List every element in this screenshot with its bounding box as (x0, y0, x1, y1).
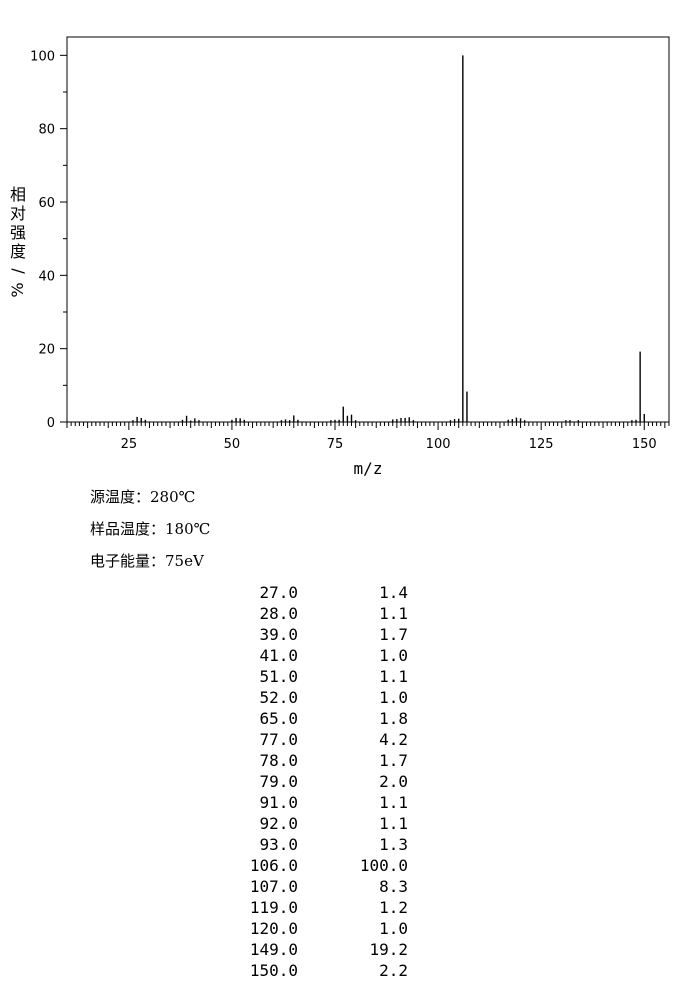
peak-mz: 39.0 (259, 625, 298, 644)
peak-mz: 28.0 (259, 604, 298, 623)
x-tick-label: 25 (121, 437, 138, 452)
y-label-char: % (8, 282, 27, 297)
y-tick-label: 100 (30, 49, 55, 64)
peak-intensity: 1.2 (379, 898, 408, 917)
peak-mz: 106.0 (249, 856, 298, 875)
peak-intensity: 1.7 (379, 625, 408, 644)
peak-mz: 65.0 (259, 709, 298, 728)
peak-row: 120.0 1.0 (230, 918, 408, 939)
peak-intensity: 1.0 (379, 646, 408, 665)
peak-row: 39.0 1.7 (230, 624, 408, 645)
peak-row: 119.0 1.2 (230, 897, 408, 918)
x-tick-label: 125 (529, 437, 554, 452)
peak-mz: 119.0 (249, 898, 298, 917)
x-tick-label: 75 (327, 437, 344, 452)
peak-bars (132, 55, 645, 422)
source-temperature: 源温度：280℃ (90, 488, 196, 506)
y-axis-ticks: 0 20 40 60 80 100 (30, 49, 67, 431)
peak-intensity: 1.1 (379, 814, 408, 833)
y-tick-label: 60 (38, 196, 55, 211)
y-tick-label: 0 (47, 416, 55, 431)
measurement-conditions: 源温度：280℃ 样品温度：180℃ 电子能量：75eV (90, 484, 210, 580)
peak-intensity: 1.7 (379, 751, 408, 770)
peak-mz: 41.0 (259, 646, 298, 665)
x-axis-ticks: 25 50 75 100 125 150 (66, 422, 670, 452)
peak-mz: 52.0 (259, 688, 298, 707)
peak-mz: 51.0 (259, 667, 298, 686)
peak-row: 79.0 2.0 (230, 771, 408, 792)
peak-mz: 78.0 (259, 751, 298, 770)
peak-mz: 107.0 (249, 877, 298, 896)
x-tick-label: 50 (224, 437, 241, 452)
peak-mz: 27.0 (259, 583, 298, 602)
peak-row: 51.0 1.1 (230, 666, 408, 687)
peak-mz: 79.0 (259, 772, 298, 791)
peak-intensity: 100.0 (359, 856, 408, 875)
y-tick-label: 40 (38, 269, 55, 284)
peak-intensity: 1.0 (379, 688, 408, 707)
y-label-char: 强 (10, 223, 26, 242)
peak-mz: 150.0 (249, 961, 298, 980)
peak-intensity: 19.2 (369, 940, 408, 959)
peak-intensity: 1.1 (379, 604, 408, 623)
y-label-char: 度 (10, 242, 26, 261)
y-label-char: / (8, 268, 27, 274)
peak-intensity: 2.0 (379, 772, 408, 791)
peak-intensity: 1.1 (379, 667, 408, 686)
x-axis-label: m/z (354, 459, 383, 478)
peak-mz: 91.0 (259, 793, 298, 812)
peak-intensity: 2.2 (379, 961, 408, 980)
peak-intensity: 1.3 (379, 835, 408, 854)
y-label-char: 对 (10, 204, 26, 223)
peak-row: 52.0 1.0 (230, 687, 408, 708)
peak-row: 106.0 100.0 (230, 855, 408, 876)
peak-row: 65.0 1.8 (230, 708, 408, 729)
peak-intensity: 1.1 (379, 793, 408, 812)
peak-table: 27.0 1.4 28.0 1.1 39.0 1.7 41.0 1.0 51.0 1.1 52.0 1… (230, 582, 408, 981)
peak-intensity: 4.2 (379, 730, 408, 749)
peak-row: 149.0 19.2 (230, 939, 408, 960)
peak-mz: 93.0 (259, 835, 298, 854)
y-tick-label: 80 (38, 123, 55, 138)
peak-row: 91.0 1.1 (230, 792, 408, 813)
peak-intensity: 8.3 (379, 877, 408, 896)
peak-row: 28.0 1.1 (230, 603, 408, 624)
peak-row: 107.0 8.3 (230, 876, 408, 897)
peak-mz: 120.0 (249, 919, 298, 938)
peak-mz: 92.0 (259, 814, 298, 833)
peak-row: 27.0 1.4 (230, 582, 408, 603)
peak-row: 41.0 1.0 (230, 645, 408, 666)
peak-row: 77.0 4.2 (230, 729, 408, 750)
x-tick-label: 100 (426, 437, 451, 452)
electron-energy: 电子能量：75eV (90, 552, 204, 570)
peak-row: 78.0 1.7 (230, 750, 408, 771)
peak-row: 92.0 1.1 (230, 813, 408, 834)
plot-frame (66, 36, 670, 423)
peak-mz: 77.0 (259, 730, 298, 749)
x-tick-label: 150 (632, 437, 657, 452)
y-tick-label: 20 (38, 343, 55, 358)
peak-intensity: 1.0 (379, 919, 408, 938)
y-label-char: 相 (10, 185, 26, 204)
sample-temperature: 样品温度：180℃ (90, 520, 211, 538)
peak-mz: 149.0 (249, 940, 298, 959)
peak-intensity: 1.8 (379, 709, 408, 728)
peak-row: 150.0 2.2 (230, 960, 408, 981)
peak-row: 93.0 1.3 (230, 834, 408, 855)
peak-intensity: 1.4 (379, 583, 408, 602)
